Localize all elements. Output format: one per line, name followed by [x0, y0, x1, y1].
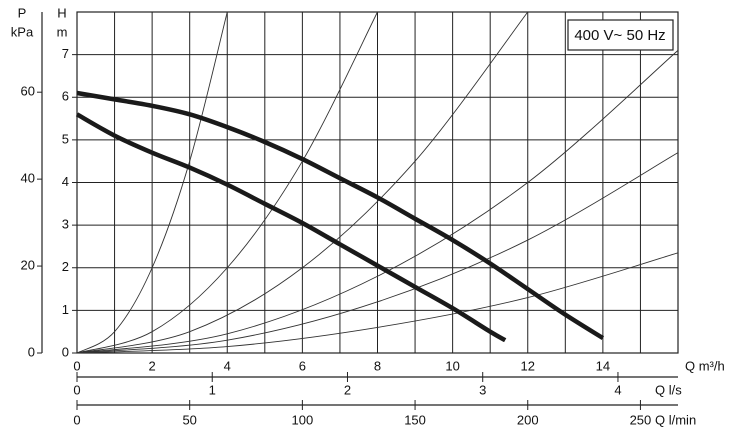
x-tick-label: 0 — [73, 358, 80, 373]
y-tick-label: 5 — [62, 131, 69, 146]
x-tick-label: 200 — [517, 412, 539, 427]
x-tick-label: 12 — [521, 358, 535, 373]
y-tick-label: 0 — [62, 344, 69, 359]
note-box — [567, 19, 674, 51]
x-label: Q m³/h — [685, 358, 725, 373]
y2-label: P — [18, 5, 27, 20]
x-tick-label: 14 — [596, 358, 610, 373]
system-curve — [76, 11, 529, 354]
x-tick-label: 10 — [445, 358, 459, 373]
y2-tick-label: 0 — [28, 344, 35, 359]
x-tick-label: 6 — [299, 358, 306, 373]
x-tick-label: 2 — [149, 358, 156, 373]
x-tick-label: 2 — [344, 382, 351, 397]
system-curve — [76, 50, 679, 354]
x-tick-label: 100 — [292, 412, 314, 427]
x-tick-label: 150 — [404, 412, 426, 427]
x-axis-label: Q l/min — [655, 412, 696, 427]
y-tick-label: 7 — [62, 46, 69, 61]
x-tick-label: 50 — [182, 412, 196, 427]
note: 400 V~ 50 Hz — [574, 27, 665, 44]
y-tick-label: 3 — [62, 217, 69, 232]
system-curve — [76, 11, 228, 354]
x-axis-label: Q l/s — [655, 382, 682, 397]
x-tick-label: 4 — [224, 358, 231, 373]
x-tick-label: 0 — [73, 412, 80, 427]
system-curve — [76, 152, 679, 354]
y-label: H — [57, 5, 66, 20]
x-tick-label: 250 — [630, 412, 652, 427]
system-curve — [76, 11, 378, 354]
system-curve — [76, 252, 679, 354]
y-tick-label: 4 — [62, 174, 69, 189]
x-tick-label: 8 — [374, 358, 381, 373]
x-tick-label: 4 — [614, 382, 621, 397]
y2-tick-label: 40 — [21, 171, 35, 186]
pump-curve — [76, 90, 605, 340]
y-tick-label: 6 — [62, 89, 69, 104]
x-tick-label: 0 — [73, 382, 80, 397]
y-tick-label: 1 — [62, 302, 69, 317]
pump-curve — [75, 112, 507, 343]
x-tick-label: 3 — [479, 382, 486, 397]
y2-tick-label: 20 — [21, 258, 35, 273]
y-tick-label: 2 — [62, 259, 69, 274]
y2-tick-label: 60 — [21, 84, 35, 99]
y-unit: m — [57, 24, 68, 39]
x-tick-label: 1 — [209, 382, 216, 397]
y2-unit: kPa — [11, 24, 34, 39]
